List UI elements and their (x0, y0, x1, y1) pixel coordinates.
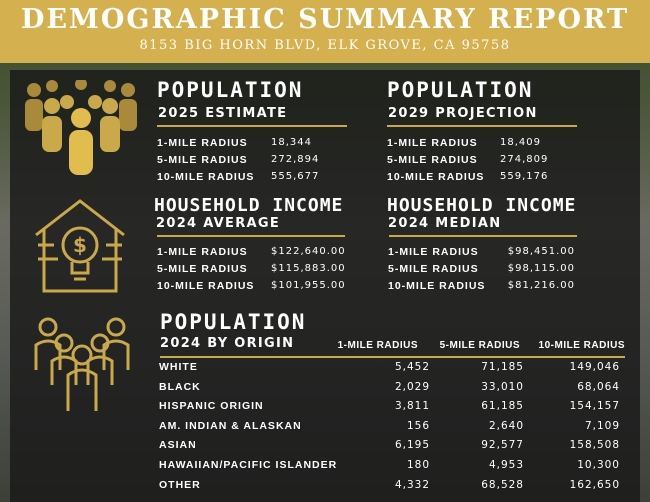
divider (157, 235, 345, 237)
people-crowd-icon (34, 317, 130, 411)
origin-subtitle: 2024 BY ORIGIN (160, 336, 295, 351)
origin-label: BLACK (159, 380, 201, 393)
row-label: 5-MILE RADIUS (387, 154, 478, 166)
origin-value: 2,029 (394, 380, 430, 393)
hh-median-subtitle: 2024 MEDIAN (388, 216, 502, 231)
row-label: 5-MILE RADIUS (157, 154, 248, 166)
origin-label: AM. INDIAN & ALASKAN (159, 419, 302, 432)
row-label: 1-MILE RADIUS (387, 137, 478, 149)
origin-value: 154,157 (569, 400, 620, 413)
pop2029-subtitle: 2029 PROJECTION (388, 106, 538, 121)
hh-avg-subtitle: 2024 AVERAGE (156, 216, 281, 231)
column-header: 10-MILE RADIUS (538, 340, 625, 351)
row-label: 10-MILE RADIUS (157, 171, 255, 183)
people-group-icon (25, 80, 137, 175)
origin-value: 162,650 (569, 478, 620, 491)
origin-value: 68,064 (577, 380, 620, 393)
origin-value: 6,195 (394, 439, 430, 452)
origin-label: HISPANIC ORIGIN (159, 400, 264, 413)
row-value: $98,115.00 (507, 263, 575, 274)
origin-value: 180 (406, 459, 430, 471)
origin-label: WHITE (159, 361, 198, 373)
column-header: 5-MILE RADIUS (439, 340, 520, 351)
origin-value: 3,811 (394, 400, 430, 413)
divider (389, 235, 577, 237)
divider (387, 125, 577, 127)
row-label: 1-MILE RADIUS (157, 246, 248, 258)
row-label: 1-MILE RADIUS (388, 246, 479, 258)
address: 8153 BIG HORN BLVD, ELK GROVE, CA 95758 (139, 38, 511, 53)
row-label: 10-MILE RADIUS (388, 280, 486, 292)
origin-value: 68,528 (481, 478, 524, 491)
origin-value: 61,185 (481, 400, 524, 413)
pop2029-title: POPULATION (387, 78, 534, 102)
origin-value: 5,452 (394, 361, 430, 373)
row-value: 272,894 (271, 154, 320, 165)
origin-value: 92,577 (481, 439, 524, 452)
origin-value: 2,640 (488, 419, 524, 432)
pop2025-title: POPULATION (157, 78, 304, 102)
origin-label: OTHER (159, 478, 201, 491)
row-value: $122,640.00 (271, 246, 346, 257)
origin-label: HAWAIIAN/PACIFIC ISLANDER (159, 459, 338, 471)
hh-avg-title: HOUSEHOLD INCOME (154, 195, 344, 216)
pop2025-subtitle: 2025 ESTIMATE (158, 106, 288, 121)
origin-value: 7,109 (584, 419, 620, 432)
origin-value: 71,185 (481, 361, 524, 373)
origin-value: 4,332 (394, 478, 430, 491)
origin-label: ASIAN (159, 439, 197, 452)
row-label: 5-MILE RADIUS (157, 263, 248, 275)
row-value: $101,955.00 (271, 280, 346, 291)
row-label: 10-MILE RADIUS (157, 280, 255, 292)
hh-median-title: HOUSEHOLD INCOME (387, 195, 577, 216)
row-value: $115,883.00 (271, 263, 346, 274)
divider (160, 356, 625, 358)
header-banner: DEMOGRAPHIC SUMMARY REPORT 8153 BIG HORN… (0, 0, 650, 63)
origin-value: 149,046 (569, 361, 620, 373)
row-label: 5-MILE RADIUS (388, 263, 479, 275)
origin-value: 10,300 (577, 459, 620, 471)
row-value: 18,344 (271, 137, 312, 148)
house-lightbulb-income-icon: $ (35, 199, 125, 293)
origin-value: 4,953 (488, 459, 524, 471)
row-value: 555,677 (271, 171, 320, 182)
origin-title: POPULATION (160, 310, 307, 334)
divider (157, 125, 347, 127)
row-value: $98,451.00 (507, 246, 575, 257)
column-header: 1-MILE RADIUS (337, 340, 418, 351)
row-value: 274,809 (500, 154, 549, 165)
origin-value: 33,010 (481, 380, 524, 393)
svg-text:$: $ (73, 233, 87, 257)
row-label: 1-MILE RADIUS (157, 137, 248, 149)
row-label: 10-MILE RADIUS (387, 171, 485, 183)
row-value: 18,409 (500, 137, 541, 148)
row-value: $81,216.00 (507, 280, 575, 291)
row-value: 559,176 (500, 171, 549, 182)
origin-value: 156 (406, 419, 430, 432)
report-title: DEMOGRAPHIC SUMMARY REPORT (20, 4, 630, 35)
origin-value: 158,508 (569, 439, 620, 452)
